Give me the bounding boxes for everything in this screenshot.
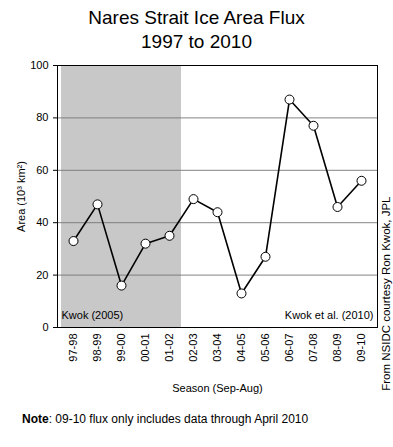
svg-text:04-05: 04-05 xyxy=(235,334,247,362)
svg-text:08-09: 08-09 xyxy=(331,334,343,362)
html-text:Nares Strait Ice Area Flux: Nares Strait Ice Area Flux xyxy=(88,7,305,28)
svg-text:Area (10³ km²): Area (10³ km²) xyxy=(15,161,27,232)
html-text:1997 to 2010: 1997 to 2010 xyxy=(141,31,252,52)
svg-text:02-03: 02-03 xyxy=(187,334,199,362)
svg-text:100: 100 xyxy=(30,60,48,71)
svg-text:06-07: 06-07 xyxy=(283,334,295,362)
svg-text:80: 80 xyxy=(36,111,48,123)
svg-text:07-08: 07-08 xyxy=(307,334,319,362)
svg-text:Kwok et al. (2010): Kwok et al. (2010) xyxy=(285,309,374,321)
svg-text:97-98: 97-98 xyxy=(67,334,79,362)
svg-text:40: 40 xyxy=(36,216,48,228)
svg-text:01-02: 01-02 xyxy=(163,334,175,362)
svg-text:09-10: 09-10 xyxy=(355,334,367,362)
svg-text:03-04: 03-04 xyxy=(211,334,223,362)
svg-text:60: 60 xyxy=(36,164,48,176)
svg-text:20: 20 xyxy=(36,269,48,281)
svg-text:Kwok (2005): Kwok (2005) xyxy=(62,309,124,321)
svg-text:00-01: 00-01 xyxy=(139,334,151,362)
svg-text:99-00: 99-00 xyxy=(115,334,127,362)
svg-text:0: 0 xyxy=(42,321,48,333)
svg-text:05-06: 05-06 xyxy=(259,334,271,362)
html-text:Note: 09-10 flux only includes: Note: 09-10 flux only includes data thro… xyxy=(22,412,309,426)
svg-text:Season (Sep-Aug): Season (Sep-Aug) xyxy=(172,382,263,394)
svg-text:98-99: 98-99 xyxy=(91,334,103,362)
svg-text:From NSIDC courtesy Ron Kwok,: From NSIDC courtesy Ron Kwok, JPL xyxy=(380,196,392,391)
